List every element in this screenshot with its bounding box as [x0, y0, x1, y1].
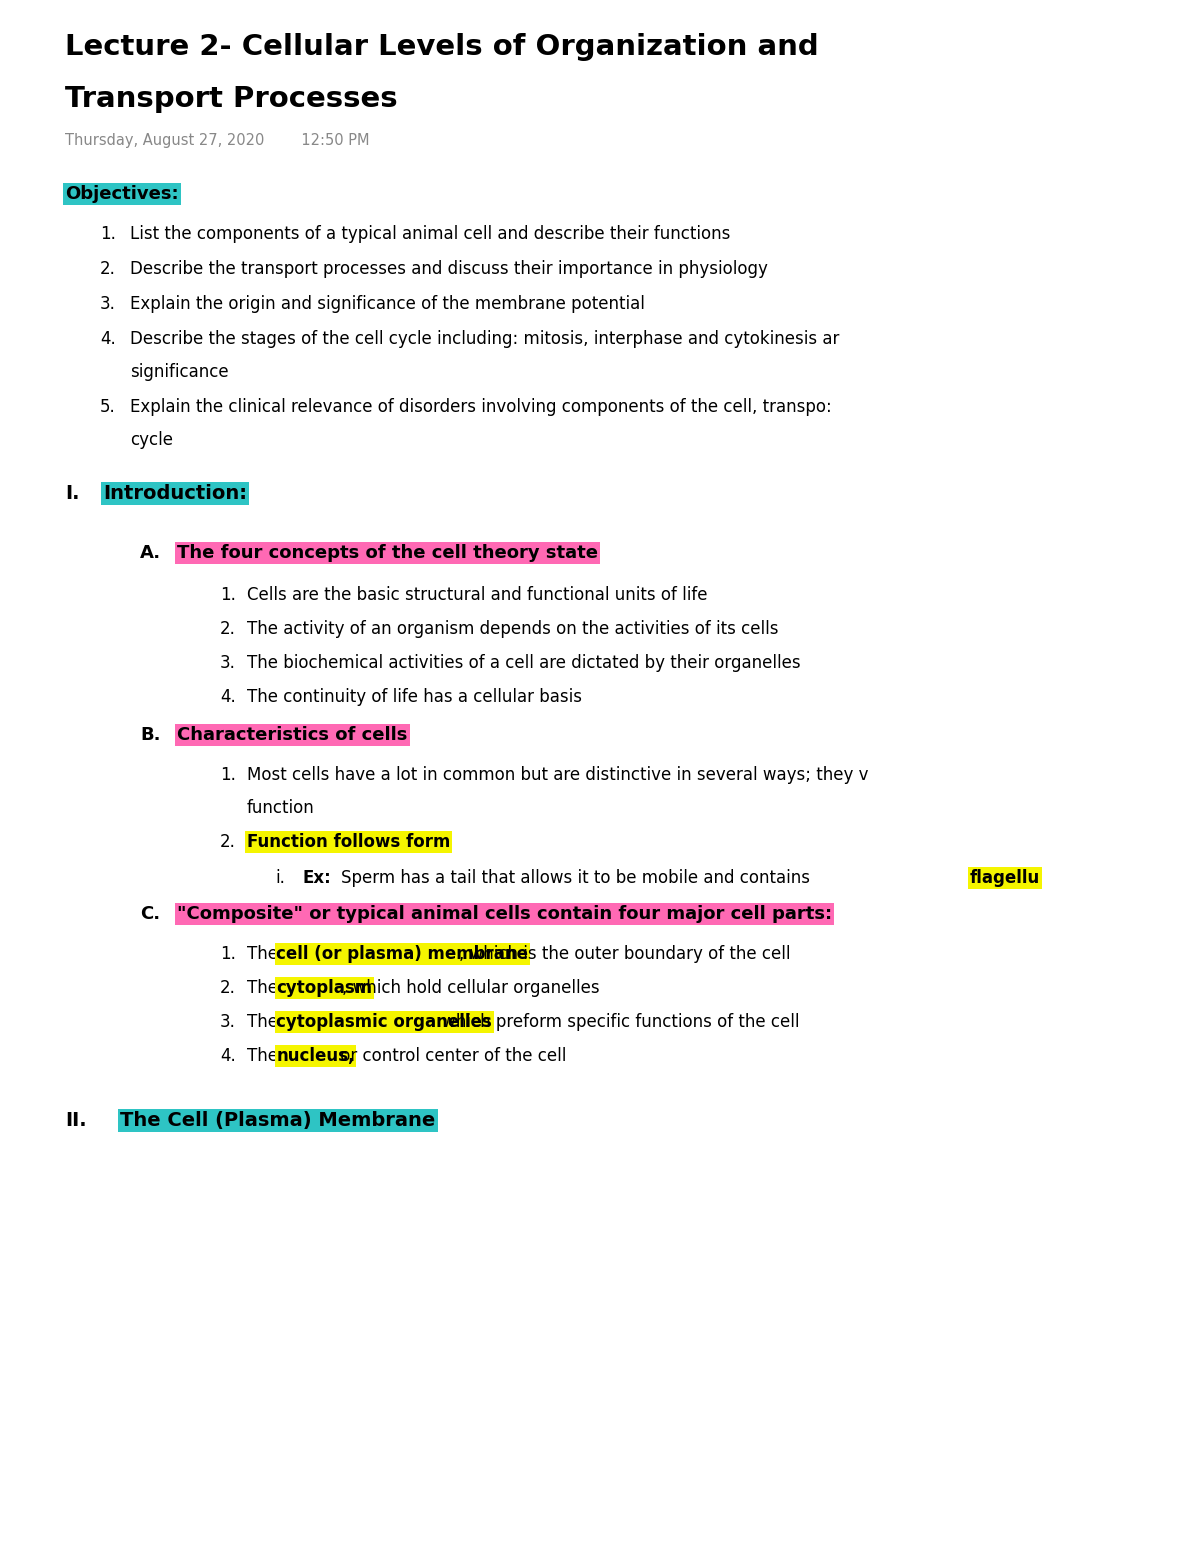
Text: The: The	[247, 944, 283, 963]
Text: A.: A.	[140, 544, 161, 562]
Text: The continuity of life has a cellular basis: The continuity of life has a cellular ba…	[247, 688, 582, 707]
Text: The: The	[247, 978, 283, 997]
Text: Introduction:: Introduction:	[103, 485, 247, 503]
Text: The activity of an organism depends on the activities of its cells: The activity of an organism depends on t…	[247, 620, 779, 638]
Text: Cells are the basic structural and functional units of life: Cells are the basic structural and funct…	[247, 585, 708, 604]
Text: function: function	[247, 798, 314, 817]
Text: Ex:: Ex:	[302, 870, 331, 887]
Text: cell (or plasma) membrane: cell (or plasma) membrane	[276, 944, 528, 963]
Text: 1.: 1.	[100, 225, 116, 242]
Text: , which is the outer boundary of the cell: , which is the outer boundary of the cel…	[458, 944, 791, 963]
Text: or control center of the cell: or control center of the cell	[335, 1047, 566, 1065]
Text: 2.: 2.	[220, 832, 236, 851]
Text: , which hold cellular organelles: , which hold cellular organelles	[342, 978, 600, 997]
Text: The: The	[247, 1013, 283, 1031]
Text: significance: significance	[130, 363, 229, 380]
Text: 4.: 4.	[220, 1047, 235, 1065]
Text: List the components of a typical animal cell and describe their functions: List the components of a typical animal …	[130, 225, 731, 242]
Text: Characteristics of cells: Characteristics of cells	[178, 725, 407, 744]
Text: "Composite" or typical animal cells contain four major cell parts:: "Composite" or typical animal cells cont…	[178, 905, 832, 922]
Text: 1.: 1.	[220, 766, 236, 784]
Text: Objectives:: Objectives:	[65, 185, 179, 203]
Text: Explain the clinical relevance of disorders involving components of the cell, tr: Explain the clinical relevance of disord…	[130, 398, 832, 416]
Text: 3.: 3.	[100, 295, 116, 314]
Text: 3.: 3.	[220, 654, 236, 672]
Text: cytoplasmic organelles: cytoplasmic organelles	[276, 1013, 492, 1031]
Text: Most cells have a lot in common but are distinctive in several ways; they v: Most cells have a lot in common but are …	[247, 766, 869, 784]
Text: 1.: 1.	[220, 944, 236, 963]
Text: Thursday, August 27, 2020        12:50 PM: Thursday, August 27, 2020 12:50 PM	[65, 134, 370, 148]
Text: II.: II.	[65, 1110, 86, 1131]
Text: I.: I.	[65, 485, 79, 503]
Text: The biochemical activities of a cell are dictated by their organelles: The biochemical activities of a cell are…	[247, 654, 800, 672]
Text: which preform specific functions of the cell: which preform specific functions of the …	[437, 1013, 799, 1031]
Text: C.: C.	[140, 905, 160, 922]
Text: cytoplasm: cytoplasm	[276, 978, 372, 997]
Text: Function follows form: Function follows form	[247, 832, 450, 851]
Text: Transport Processes: Transport Processes	[65, 85, 397, 113]
Text: B.: B.	[140, 725, 161, 744]
Text: Describe the transport processes and discuss their importance in physiology: Describe the transport processes and dis…	[130, 259, 768, 278]
Text: 4.: 4.	[220, 688, 235, 707]
Text: i.: i.	[275, 870, 284, 887]
Text: 2.: 2.	[220, 978, 236, 997]
Text: 1.: 1.	[220, 585, 236, 604]
Text: 3.: 3.	[220, 1013, 236, 1031]
Text: The four concepts of the cell theory state: The four concepts of the cell theory sta…	[178, 544, 598, 562]
Text: 2.: 2.	[220, 620, 236, 638]
Text: Explain the origin and significance of the membrane potential: Explain the origin and significance of t…	[130, 295, 644, 314]
Text: cycle: cycle	[130, 432, 173, 449]
Text: 4.: 4.	[100, 329, 115, 348]
Text: 2.: 2.	[100, 259, 116, 278]
Text: The Cell (Plasma) Membrane: The Cell (Plasma) Membrane	[120, 1110, 436, 1131]
Text: The: The	[247, 1047, 283, 1065]
Text: flagellu: flagellu	[970, 870, 1040, 887]
Text: nucleus,: nucleus,	[276, 1047, 354, 1065]
Text: Lecture 2- Cellular Levels of Organization and: Lecture 2- Cellular Levels of Organizati…	[65, 33, 818, 61]
Text: Describe the stages of the cell cycle including: mitosis, interphase and cytokin: Describe the stages of the cell cycle in…	[130, 329, 839, 348]
Text: 5.: 5.	[100, 398, 115, 416]
Text: Sperm has a tail that allows it to be mobile and contains: Sperm has a tail that allows it to be mo…	[341, 870, 815, 887]
